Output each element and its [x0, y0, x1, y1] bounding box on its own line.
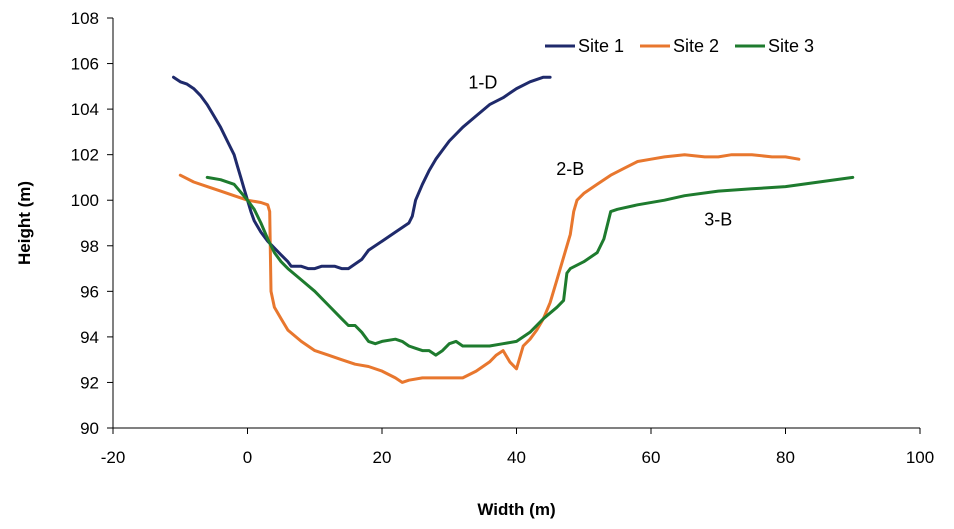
y-tick-label: 92 [80, 373, 99, 392]
x-tick-label: 20 [373, 448, 392, 467]
series-line-site-3 [205, 175, 855, 357]
legend-label: Site 2 [673, 36, 719, 56]
x-tick-label: 100 [906, 448, 934, 467]
legend-label: Site 3 [768, 36, 814, 56]
annotation-label: 1-D [468, 73, 497, 93]
series-group [172, 75, 855, 384]
annotations: 1-D 2-B 3-B [468, 73, 732, 230]
y-tick-label: 108 [71, 9, 99, 28]
x-tick-label: 40 [507, 448, 526, 467]
legend-label: Site 1 [578, 36, 624, 56]
annotation-label: 3-B [704, 209, 732, 229]
x-ticks: -20 0 20 40 60 80 100 [101, 428, 934, 467]
y-tick-label: 98 [80, 237, 99, 256]
x-axis-title: Width (m) [477, 500, 555, 519]
x-tick-label: 60 [642, 448, 661, 467]
legend: Site 1 Site 2 Site 3 [545, 36, 814, 56]
y-tick-label: 104 [71, 100, 99, 119]
series-line-site-2 [178, 153, 801, 384]
y-axis-title: Height (m) [15, 181, 34, 265]
y-tick-label: 102 [71, 146, 99, 165]
x-tick-label: 0 [243, 448, 252, 467]
series-line-site-1 [172, 75, 552, 271]
y-tick-label: 100 [71, 191, 99, 210]
y-tick-label: 106 [71, 55, 99, 74]
x-tick-label: -20 [101, 448, 126, 467]
x-tick-label: 80 [776, 448, 795, 467]
y-tick-label: 94 [80, 328, 99, 347]
y-ticks: 90 92 94 96 98 100 102 104 106 108 [71, 9, 113, 438]
y-tick-label: 96 [80, 282, 99, 301]
y-tick-label: 90 [80, 419, 99, 438]
annotation-label: 2-B [556, 159, 584, 179]
